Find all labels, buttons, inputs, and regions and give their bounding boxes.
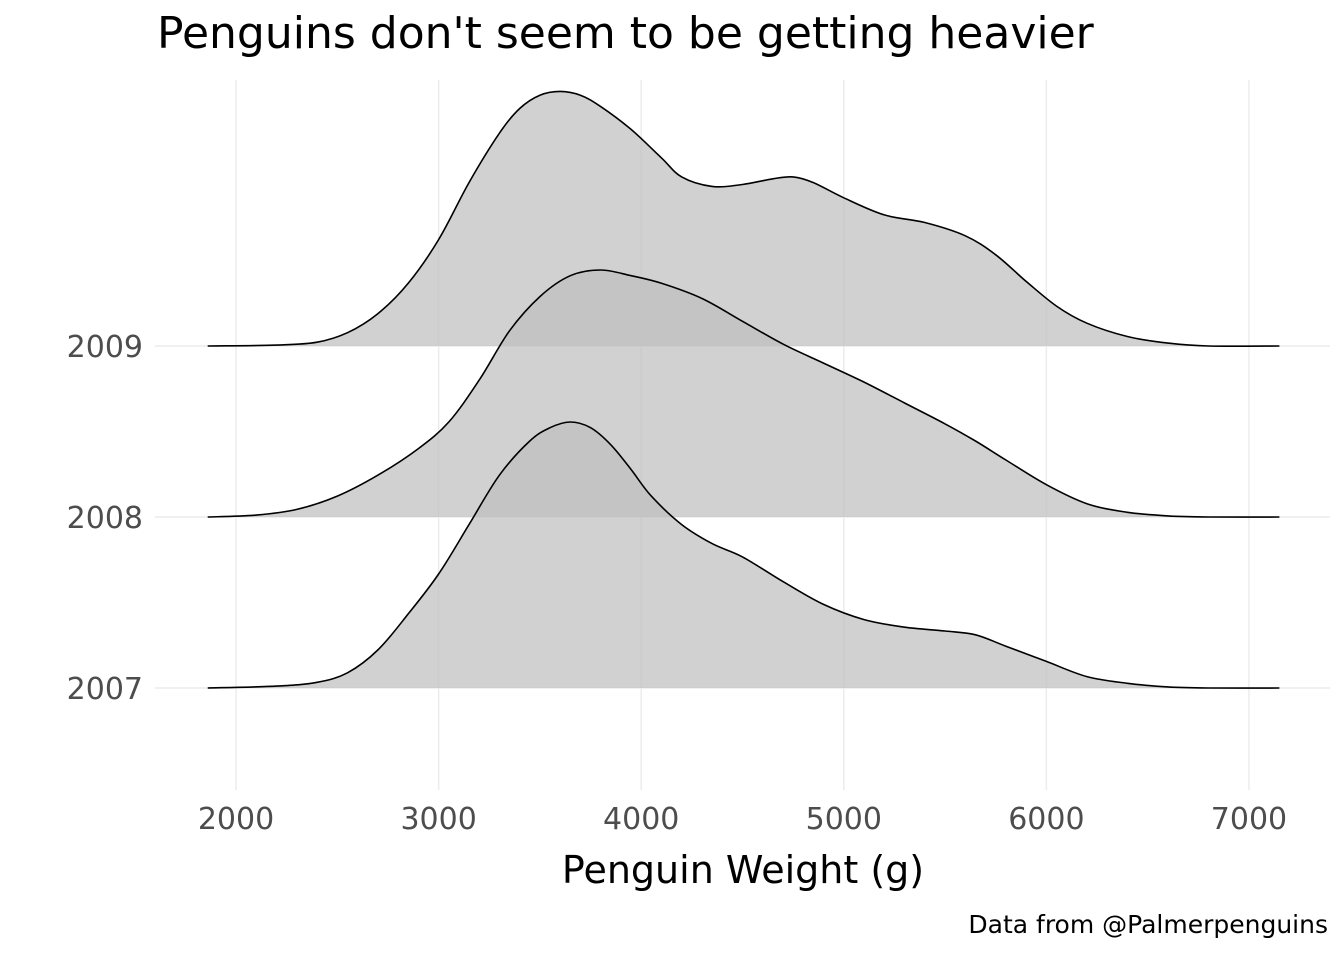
ridge-line-2009 (207, 90, 1280, 348)
chart-title: Penguins don't seem to be getting heavie… (157, 8, 1095, 59)
y-tick-label-2007: 2007 (67, 672, 143, 707)
ridge-2007 (207, 421, 1280, 689)
x-tick-labels: 2000 3000 4000 5000 6000 7000 (198, 802, 1287, 837)
ridge-area-2008 (207, 270, 1280, 518)
x-tick-label-5000: 5000 (806, 802, 882, 837)
ridge-area-2007 (207, 422, 1280, 689)
x-tick-label-2000: 2000 (198, 802, 274, 837)
chart-caption: Data from @Palmerpenguins (968, 910, 1328, 939)
ridge-area-2009 (207, 91, 1280, 347)
x-tick-label-7000: 7000 (1211, 802, 1287, 837)
y-tick-label-2008: 2008 (67, 501, 143, 536)
y-tick-labels: 2007 2008 2009 (67, 330, 143, 707)
x-axis-label: Penguin Weight (g) (562, 848, 924, 892)
ridge-line-2007 (207, 421, 1280, 689)
x-tick-label-3000: 3000 (400, 802, 476, 837)
density-ridges (207, 90, 1280, 689)
x-tick-label-6000: 6000 (1008, 802, 1084, 837)
ridge-2008 (207, 269, 1280, 518)
y-tick-label-2009: 2009 (67, 330, 143, 365)
ridge-line-2008 (207, 269, 1280, 518)
x-tick-label-4000: 4000 (603, 802, 679, 837)
ridge-2009 (207, 90, 1280, 348)
